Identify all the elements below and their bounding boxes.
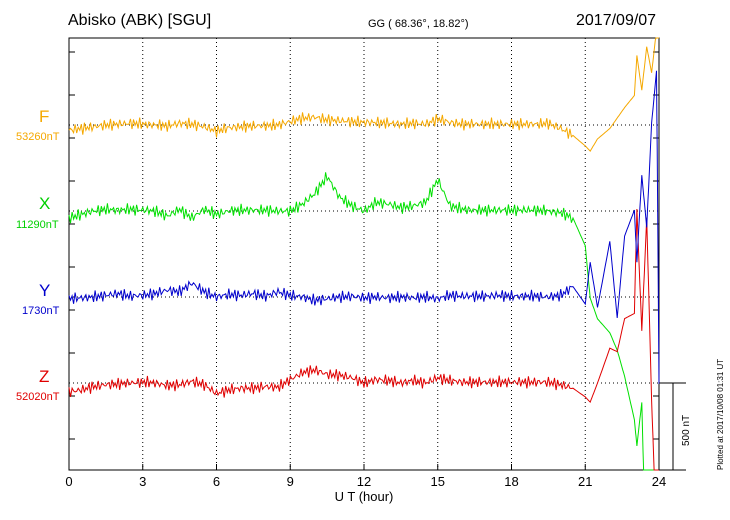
x-tick-label: 3 (139, 474, 146, 489)
station-title: Abisko (ABK) [SGU] (68, 12, 212, 29)
traces (68, 37, 660, 471)
component-label-z: Z (39, 367, 50, 386)
trace-y (68, 70, 660, 385)
geographic-coordinates: GG ( 68.36°, 18.82°) (368, 18, 469, 30)
date-label: 2017/09/07 (576, 12, 657, 29)
x-tick-label: 18 (504, 474, 518, 489)
x-tick-label: 12 (357, 474, 371, 489)
component-label-y: Y (39, 281, 51, 300)
baseline-label-z: 52020nT (16, 391, 60, 403)
trace-z (68, 208, 659, 471)
x-tick-label: 6 (213, 474, 220, 489)
baseline-label-f: 53260nT (16, 131, 60, 143)
component-label-f: F (39, 107, 50, 126)
x-tick-label: 9 (287, 474, 294, 489)
grid-lines (69, 38, 659, 470)
x-tick-label: 21 (578, 474, 592, 489)
x-tick-label: 15 (431, 474, 445, 489)
x-axis-label: U T (hour) (335, 489, 394, 504)
baseline-label-y: 1730nT (22, 305, 60, 317)
baseline-label-x: 11290nT (16, 219, 59, 231)
scale-bar-label: 500 nT (681, 414, 692, 446)
trace-f (68, 37, 659, 152)
x-tick-label: 24 (652, 474, 666, 489)
plotted-timestamp: Plotted at 2017/10/08 01:31 UT (716, 358, 725, 470)
trace-x (68, 172, 659, 471)
scale-bar (659, 382, 686, 471)
component-label-x: X (39, 194, 51, 213)
x-tick-label: 0 (65, 474, 72, 489)
x-ticks: 0 3 6 9 12 15 18 21 24 U T (hour) (65, 464, 666, 504)
